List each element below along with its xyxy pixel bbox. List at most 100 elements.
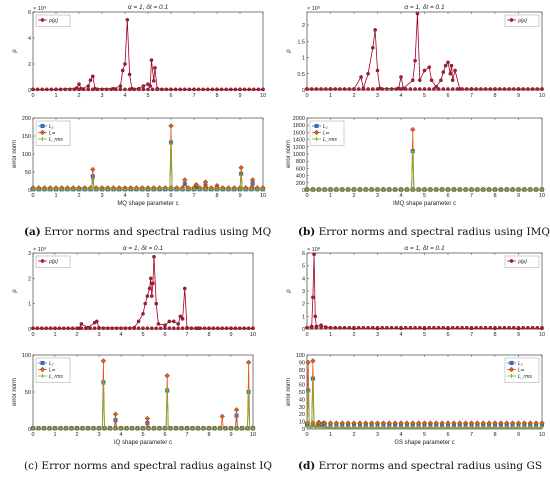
x-tick-label: 5: [423, 332, 426, 338]
caption-c: (c) Error norms and spectral radius agai…: [24, 460, 272, 472]
legend-label: L₂: [49, 124, 54, 130]
data-point: [455, 325, 460, 330]
data-point: [436, 325, 441, 330]
data-point: [110, 326, 115, 331]
data-point: [483, 325, 488, 330]
data-point: [190, 426, 195, 431]
data-point: [522, 424, 527, 429]
data-point: [434, 84, 439, 89]
y-axis-label: ρ: [12, 49, 18, 53]
data-point: [370, 45, 375, 50]
data-point: [334, 424, 339, 429]
data-point: [356, 325, 361, 330]
data-point: [197, 187, 202, 192]
legend: ρ(μ): [35, 255, 71, 268]
data-point: [410, 424, 415, 429]
data-point: [441, 87, 446, 91]
data-point: [163, 426, 167, 431]
data-point: [408, 87, 413, 91]
x-axis-label: IQ shape parameter c: [114, 440, 172, 446]
data-point: [90, 166, 96, 173]
data-point: [48, 326, 53, 331]
y-exponent: × 10⁹: [307, 5, 320, 12]
data-point: [422, 325, 427, 330]
data-point: [86, 84, 91, 88]
data-point: [375, 187, 380, 192]
data-point: [363, 424, 368, 429]
x-tick-label: 10: [250, 432, 256, 438]
data-point: [511, 87, 516, 91]
data-point: [410, 78, 415, 83]
data-point: [306, 390, 311, 394]
legend: L₂L∞L_rms: [504, 357, 540, 383]
data-point: [385, 87, 389, 91]
legend-label: L_rms: [323, 137, 337, 143]
data-point: [149, 326, 154, 331]
data-point: [328, 325, 333, 330]
chart-title: α = 1, δt = 0.1: [123, 245, 164, 252]
data-point: [246, 390, 251, 394]
x-tick-label: 10: [250, 332, 256, 338]
data-point: [440, 424, 445, 429]
data-point: [530, 325, 535, 330]
data-point: [152, 426, 156, 431]
axes-frame: [306, 117, 543, 191]
data-point: [196, 426, 200, 431]
data-point: [193, 326, 198, 331]
data-point: [464, 87, 469, 91]
data-point: [309, 87, 314, 91]
data-point: [417, 87, 422, 91]
data-point: [474, 325, 479, 330]
data-point: [94, 319, 99, 324]
data-point: [79, 326, 84, 331]
data-point: [422, 87, 427, 91]
data-point: [305, 424, 309, 429]
data-point: [70, 326, 75, 331]
legend-label: L∞: [49, 130, 56, 136]
x-tick-label: 9: [229, 332, 232, 338]
y-tick-label: 1: [302, 56, 305, 62]
y-tick-label: 3: [302, 289, 305, 295]
data-point: [223, 426, 228, 431]
x-tick-label: 0: [31, 432, 34, 438]
data-point: [488, 325, 493, 330]
y-tick-label: 0: [28, 88, 31, 94]
x-axis-label: MQ shape parameter c: [117, 201, 178, 207]
data-point: [399, 75, 403, 79]
y-tick-label: 1.5: [297, 39, 305, 45]
legend-label: L_rms: [49, 137, 63, 143]
data-point: [366, 325, 370, 330]
x-tick-label: 3: [97, 332, 100, 338]
data-point: [493, 325, 497, 330]
data-point: [72, 87, 77, 92]
y-axis-label: error norm: [286, 140, 292, 168]
legend-marker: [40, 123, 45, 129]
data-point: [31, 426, 35, 431]
data-point: [375, 424, 380, 429]
data-point: [410, 149, 415, 154]
data-point: [381, 424, 386, 429]
data-point: [504, 424, 509, 429]
data-point: [149, 294, 154, 298]
chart-title: α = 1, δt = 0.1: [404, 245, 445, 252]
legend-label: L₂: [49, 361, 54, 367]
data-point: [39, 326, 44, 331]
y-tick-label: 1000: [293, 152, 305, 158]
data-point: [132, 326, 137, 331]
data-point: [366, 87, 370, 91]
x-tick-label: 6: [163, 332, 166, 338]
data-point: [201, 426, 206, 431]
data-point: [35, 326, 40, 331]
data-point: [65, 187, 70, 192]
legend-label: ρ(μ): [48, 259, 58, 265]
data-point: [460, 325, 464, 330]
chart-a-top: 0 1 2 3 4 5 6 7 8 9 10 0 2 4 6 α = 1, δt = 0.1 × 10⁹ ρ ρ(μ…: [12, 4, 266, 99]
x-tick-label: 2: [75, 432, 78, 438]
data-point: [342, 325, 347, 330]
data-point: [215, 326, 220, 331]
data-point: [511, 325, 516, 330]
data-point: [155, 87, 160, 92]
data-point: [42, 426, 46, 431]
data-point: [403, 87, 408, 91]
